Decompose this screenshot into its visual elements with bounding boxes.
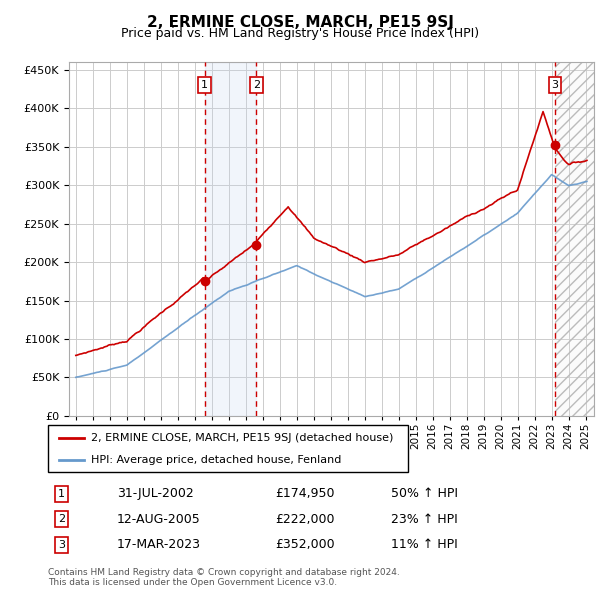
- Text: 12-AUG-2005: 12-AUG-2005: [116, 513, 200, 526]
- Text: 17-MAR-2023: 17-MAR-2023: [116, 538, 200, 551]
- Text: 1: 1: [58, 489, 65, 499]
- Text: 23% ↑ HPI: 23% ↑ HPI: [391, 513, 458, 526]
- Text: 2: 2: [58, 514, 65, 525]
- Text: £222,000: £222,000: [275, 513, 335, 526]
- Text: 2, ERMINE CLOSE, MARCH, PE15 9SJ (detached house): 2, ERMINE CLOSE, MARCH, PE15 9SJ (detach…: [91, 433, 394, 443]
- Text: £174,950: £174,950: [275, 487, 335, 500]
- FancyBboxPatch shape: [48, 425, 408, 472]
- Text: 3: 3: [551, 80, 559, 90]
- Text: £352,000: £352,000: [275, 538, 335, 551]
- Bar: [555, 62, 594, 416]
- Text: Contains HM Land Registry data © Crown copyright and database right 2024.: Contains HM Land Registry data © Crown c…: [48, 568, 400, 576]
- Text: This data is licensed under the Open Government Licence v3.0.: This data is licensed under the Open Gov…: [48, 578, 337, 587]
- Bar: [555, 62, 594, 416]
- Text: 2, ERMINE CLOSE, MARCH, PE15 9SJ: 2, ERMINE CLOSE, MARCH, PE15 9SJ: [146, 15, 454, 30]
- Text: 31-JUL-2002: 31-JUL-2002: [116, 487, 193, 500]
- Text: 50% ↑ HPI: 50% ↑ HPI: [391, 487, 458, 500]
- Text: 3: 3: [58, 540, 65, 550]
- Text: 2: 2: [253, 80, 260, 90]
- Text: 1: 1: [201, 80, 208, 90]
- Bar: [205, 62, 256, 416]
- Text: HPI: Average price, detached house, Fenland: HPI: Average price, detached house, Fenl…: [91, 455, 341, 465]
- Text: Price paid vs. HM Land Registry's House Price Index (HPI): Price paid vs. HM Land Registry's House …: [121, 27, 479, 40]
- Text: 11% ↑ HPI: 11% ↑ HPI: [391, 538, 458, 551]
